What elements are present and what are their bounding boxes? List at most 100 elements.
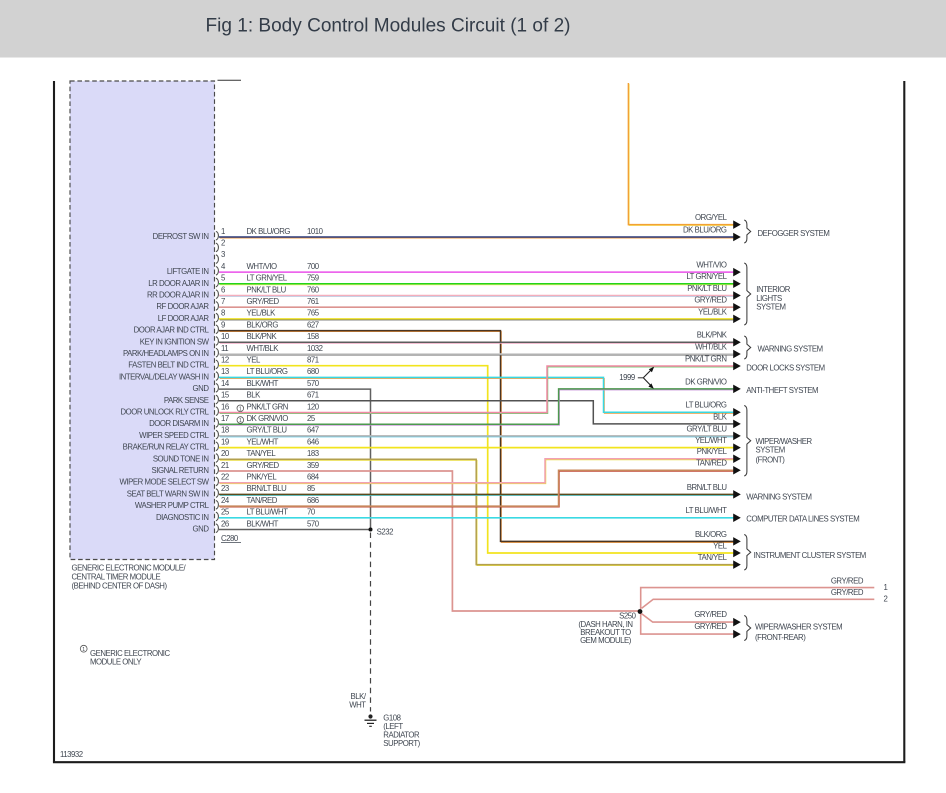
svg-text:GEM MODULE): GEM MODULE) (580, 636, 632, 645)
svg-text:113932: 113932 (60, 750, 83, 759)
svg-text:686: 686 (307, 496, 319, 505)
svg-text:GRY/RED: GRY/RED (694, 296, 727, 305)
svg-text:MODULE ONLY: MODULE ONLY (90, 657, 142, 666)
svg-text:LT BLU/ORG: LT BLU/ORG (685, 401, 726, 410)
svg-text:BLK: BLK (713, 412, 728, 421)
svg-text:GRY/RED: GRY/RED (694, 610, 727, 619)
svg-text:(FRONT-REAR): (FRONT-REAR) (755, 633, 806, 642)
svg-text:16: 16 (221, 402, 229, 411)
svg-text:1: 1 (82, 647, 85, 653)
svg-text:13: 13 (221, 367, 229, 376)
svg-text:700: 700 (307, 262, 320, 271)
svg-text:BRAKE/RUN RELAY CTRL: BRAKE/RUN RELAY CTRL (123, 443, 210, 452)
svg-text:765: 765 (307, 309, 320, 318)
svg-text:760: 760 (307, 285, 320, 294)
svg-text:RADIATOR: RADIATOR (383, 731, 420, 740)
svg-text:S250: S250 (619, 612, 636, 621)
svg-text:7: 7 (221, 297, 225, 306)
svg-text:627: 627 (307, 320, 319, 329)
svg-text:1032: 1032 (307, 344, 323, 353)
svg-text:GENERIC ELECTRONIC MODULE/: GENERIC ELECTRONIC MODULE/ (72, 564, 187, 573)
svg-text:RF DOOR AJAR: RF DOOR AJAR (156, 302, 209, 311)
svg-text:SYSTEM: SYSTEM (756, 446, 785, 455)
svg-text:WHT: WHT (349, 700, 366, 709)
svg-text:WHT/BLK: WHT/BLK (695, 342, 728, 351)
svg-text:PNK/YEL: PNK/YEL (697, 447, 728, 456)
svg-text:12: 12 (221, 356, 229, 365)
svg-text:BLK/WHT: BLK/WHT (247, 519, 279, 528)
svg-text:YEL/BLK: YEL/BLK (698, 307, 728, 316)
svg-text:ANTI-THEFT SYSTEM: ANTI-THEFT SYSTEM (746, 386, 818, 395)
svg-text:WARNING SYSTEM: WARNING SYSTEM (746, 493, 811, 502)
svg-text:COMPUTER DATA LINES SYSTEM: COMPUTER DATA LINES SYSTEM (746, 515, 859, 524)
svg-text:PNK/LT GRN: PNK/LT GRN (247, 402, 288, 411)
svg-text:SYSTEM: SYSTEM (756, 302, 785, 311)
svg-text:DEFOGGER SYSTEM: DEFOGGER SYSTEM (758, 229, 830, 238)
svg-text:(FRONT): (FRONT) (756, 455, 786, 464)
svg-text:BREAKOUT TO: BREAKOUT TO (580, 628, 631, 637)
svg-text:PARK SENSE: PARK SENSE (164, 396, 209, 405)
svg-text:10: 10 (221, 332, 230, 341)
svg-text:TAN/RED: TAN/RED (247, 496, 278, 505)
svg-text:3: 3 (221, 250, 225, 259)
svg-text:359: 359 (307, 461, 319, 470)
svg-text:Fig 1: Body Control Modules Ci: Fig 1: Body Control Modules Circuit (1 o… (206, 15, 571, 37)
svg-text:(BEHIND CENTER OF DASH): (BEHIND CENTER OF DASH) (72, 582, 168, 591)
svg-text:680: 680 (307, 367, 320, 376)
svg-text:SEAT BELT WARN SW IN: SEAT BELT WARN SW IN (127, 489, 209, 498)
svg-text:17: 17 (221, 414, 229, 423)
svg-text:1010: 1010 (307, 227, 324, 236)
svg-text:DK BLU/ORG: DK BLU/ORG (247, 227, 291, 236)
svg-text:70: 70 (307, 508, 316, 517)
svg-text:DK BLU/ORG: DK BLU/ORG (683, 225, 727, 234)
svg-text:DOOR DISARM IN: DOOR DISARM IN (149, 419, 208, 428)
svg-text:684: 684 (307, 473, 320, 482)
svg-text:INSTRUMENT CLUSTER SYSTEM: INSTRUMENT CLUSTER SYSTEM (754, 551, 866, 560)
svg-text:26: 26 (221, 519, 229, 528)
svg-text:LT GRN/YEL: LT GRN/YEL (686, 272, 727, 281)
svg-text:YEL/BLK: YEL/BLK (247, 309, 277, 318)
svg-text:FASTEN BELT IND CTRL: FASTEN BELT IND CTRL (128, 361, 209, 370)
svg-text:BRN/LT BLU: BRN/LT BLU (687, 483, 728, 492)
svg-text:6: 6 (221, 285, 225, 294)
svg-text:647: 647 (307, 426, 319, 435)
svg-text:871: 871 (307, 356, 319, 365)
svg-text:GRY/LT BLU: GRY/LT BLU (247, 426, 288, 435)
svg-text:WHT/BLK: WHT/BLK (247, 344, 280, 353)
svg-text:LIFTGATE IN: LIFTGATE IN (167, 267, 209, 276)
svg-text:WIPER MODE SELECT SW: WIPER MODE SELECT SW (120, 478, 210, 487)
svg-text:DIAGNOSTIC IN: DIAGNOSTIC IN (156, 513, 209, 522)
svg-text:GRY/LT BLU: GRY/LT BLU (686, 424, 727, 433)
svg-text:WHT/VIO: WHT/VIO (247, 262, 278, 271)
svg-text:DK GRN/VIO: DK GRN/VIO (685, 377, 727, 386)
svg-text:GRY/RED: GRY/RED (247, 297, 280, 306)
svg-text:INTERIOR: INTERIOR (756, 285, 790, 294)
svg-text:ORG/YEL: ORG/YEL (695, 213, 728, 222)
svg-text:YEL/WHT: YEL/WHT (247, 437, 279, 446)
svg-text:GND: GND (193, 525, 210, 534)
svg-text:TAN/YEL: TAN/YEL (247, 449, 277, 458)
svg-text:LR DOOR AJAR IN: LR DOOR AJAR IN (148, 279, 208, 288)
svg-text:120: 120 (307, 402, 320, 411)
svg-text:BLK/: BLK/ (351, 692, 367, 701)
svg-text:759: 759 (307, 274, 319, 283)
svg-text:DK GRN/VIO: DK GRN/VIO (247, 414, 289, 423)
svg-text:GND: GND (193, 384, 210, 393)
svg-text:646: 646 (307, 437, 319, 446)
svg-text:GRY/RED: GRY/RED (247, 461, 280, 470)
svg-text:570: 570 (307, 379, 320, 388)
svg-text:570: 570 (307, 519, 320, 528)
svg-text:(LEFT: (LEFT (383, 722, 403, 731)
svg-text:WASHER PUMP CTRL: WASHER PUMP CTRL (135, 501, 210, 510)
svg-text:C280: C280 (221, 534, 239, 543)
svg-text:DOOR AJAR IND CTRL: DOOR AJAR IND CTRL (134, 326, 210, 335)
svg-text:671: 671 (307, 391, 319, 400)
svg-text:BLK/ORG: BLK/ORG (247, 320, 279, 329)
svg-text:BLK/WHT: BLK/WHT (247, 379, 279, 388)
svg-text:RR DOOR AJAR IN: RR DOOR AJAR IN (147, 291, 209, 300)
svg-text:25: 25 (307, 414, 316, 423)
svg-text:LT BLU/WHT: LT BLU/WHT (247, 508, 289, 517)
svg-text:4: 4 (221, 262, 226, 271)
svg-text:DOOR LOCKS SYSTEM: DOOR LOCKS SYSTEM (746, 364, 824, 373)
svg-text:BLK: BLK (247, 391, 262, 400)
